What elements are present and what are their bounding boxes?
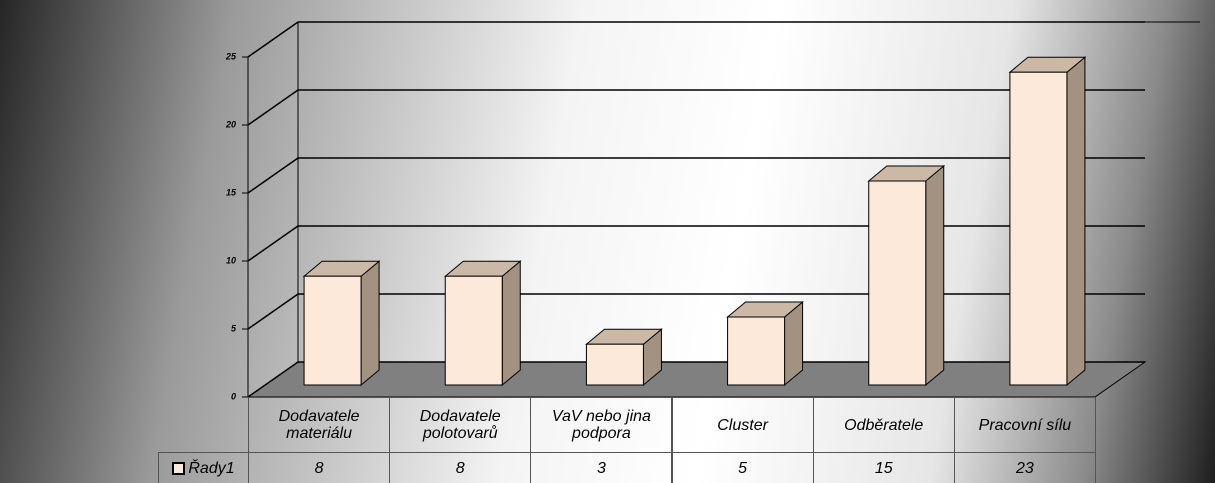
data-table-value-text: 23: [1016, 459, 1034, 477]
y-tick-label: 15: [226, 187, 237, 197]
bar-side: [1066, 56, 1086, 387]
bar: [444, 275, 503, 386]
data-table-value-text: 5: [738, 459, 748, 477]
data-table-value: 8: [248, 452, 391, 483]
data-table-value: 8: [389, 452, 532, 483]
category-label-text: Cluster: [717, 416, 768, 434]
bar-side: [925, 164, 945, 387]
legend-text: Řady1: [188, 459, 235, 477]
data-table-value-text: 8: [314, 459, 324, 477]
category-label-text: Odběratele: [844, 416, 924, 434]
grid-line: [247, 157, 299, 194]
category-label-text: Dodavatele materiálu: [278, 408, 360, 442]
data-table-value: 23: [953, 452, 1096, 483]
bar: [585, 343, 644, 386]
y-tick-label: 0: [231, 391, 236, 401]
category-label: Odběratele: [812, 397, 955, 453]
data-table-value-text: 8: [455, 459, 465, 477]
category-label: VaV nebo jina podpora: [530, 397, 673, 453]
grid-line: [247, 225, 299, 262]
data-table-value: 3: [530, 452, 673, 483]
category-label-text: VaV nebo jina podpora: [551, 408, 651, 442]
bar: [868, 180, 927, 386]
y-tick-label: 25: [225, 51, 237, 61]
legend-entry: Řady1: [158, 452, 249, 483]
data-table-value-text: 3: [596, 459, 606, 477]
category-label: Pracovní sílu: [953, 397, 1096, 453]
data-table-value: 15: [812, 452, 955, 483]
category-label: Dodavatele polotovarů: [389, 397, 532, 453]
bar-side: [360, 260, 380, 387]
bar: [727, 316, 786, 386]
y-tick-label: 10: [226, 255, 236, 265]
bar: [303, 275, 362, 386]
bar: [1009, 71, 1068, 386]
category-label: Dodavatele materiálu: [248, 397, 391, 453]
grid-line: [247, 89, 299, 126]
data-table-value-text: 15: [874, 459, 893, 477]
legend-swatch: [172, 461, 186, 475]
category-label-text: Pracovní sílu: [978, 416, 1072, 434]
y-tick-label: 20: [225, 119, 236, 129]
category-label: Cluster: [671, 397, 814, 453]
category-label-text: Dodavatele polotovarů: [419, 408, 501, 442]
grid-line: [247, 21, 299, 58]
grid-line: [247, 293, 299, 330]
data-table-value: 5: [671, 452, 814, 483]
bar-side: [501, 260, 521, 387]
grid-line: [247, 361, 299, 398]
y-tick-label: 5: [231, 323, 237, 333]
